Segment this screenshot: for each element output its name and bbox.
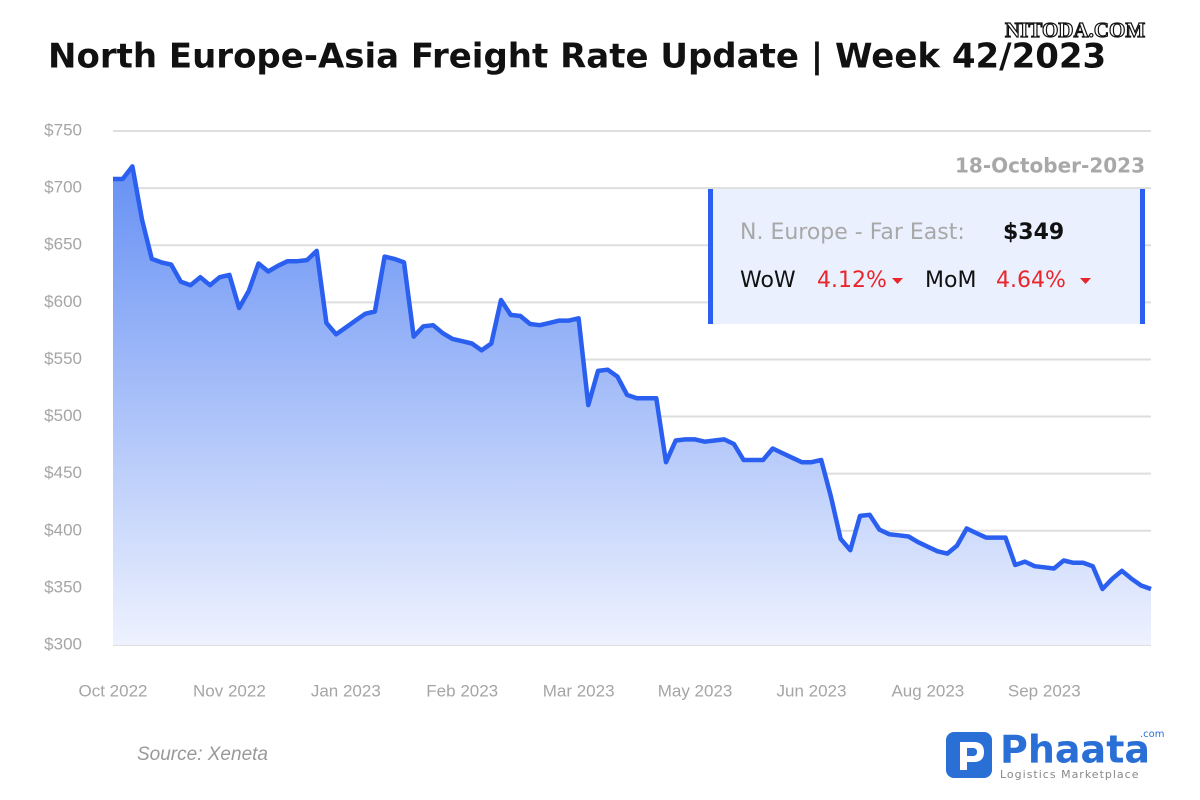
wow-value: 4.12% bbox=[817, 268, 887, 293]
logo-name: Phaata bbox=[1000, 728, 1150, 772]
y-tick-label: $650 bbox=[44, 235, 82, 254]
mom-value: 4.64% bbox=[996, 268, 1066, 293]
callout-border bbox=[708, 189, 713, 324]
plot-area: $300 $350 $400 $450 $500 $550 $600 $650 $700 $750… bbox=[44, 120, 1152, 700]
line bbox=[113, 164, 1152, 592]
y-tick-label: $550 bbox=[44, 349, 82, 368]
x-tick-label: Nov 2022 bbox=[193, 681, 266, 700]
watermark: NITODA.COM bbox=[1005, 18, 1145, 42]
down-arrow bbox=[1080, 278, 1091, 284]
y-tick-label: $750 bbox=[44, 120, 82, 139]
x-tick-label: Oct 2022 bbox=[79, 681, 148, 700]
callout-border bbox=[1140, 189, 1145, 324]
x-tick-label: Aug 2023 bbox=[891, 681, 964, 700]
mom-label: MoM bbox=[925, 268, 976, 293]
x-tick-label: May 2023 bbox=[658, 681, 733, 700]
y-tick-label: $450 bbox=[44, 463, 82, 482]
wow-label: WoW bbox=[740, 268, 796, 293]
down-arrow bbox=[892, 278, 903, 284]
logo-tagline: Logistics Marketplace bbox=[1000, 768, 1140, 781]
source-note: Source: Xeneta bbox=[137, 744, 268, 765]
y-tick-label: $350 bbox=[44, 577, 82, 596]
x-tick-label: Feb 2023 bbox=[426, 681, 498, 700]
y-tick-label: $600 bbox=[44, 292, 82, 311]
y-tick-label: $400 bbox=[44, 520, 82, 539]
y-tick-label: $500 bbox=[44, 406, 82, 425]
area bbox=[113, 166, 1151, 645]
callout-date: 18-October-2023 bbox=[955, 154, 1145, 178]
y-tick-label: $700 bbox=[44, 178, 82, 197]
logo-icon bbox=[946, 732, 992, 778]
x-tick-label: Jun 2023 bbox=[776, 681, 846, 700]
x-tick-label: Sep 2023 bbox=[1008, 681, 1081, 700]
callout-box bbox=[708, 189, 1145, 324]
x-tick-label: Jan 2023 bbox=[311, 681, 381, 700]
x-tick-label: Mar 2023 bbox=[543, 681, 615, 700]
logo-glyph bbox=[960, 742, 984, 770]
logo-suffix: .com bbox=[1140, 729, 1165, 740]
y-tick-label: $300 bbox=[44, 634, 82, 653]
callout-label: N. Europe - Far East: bbox=[740, 220, 965, 245]
callout-value: $349 bbox=[1003, 220, 1064, 245]
chart-title: North Europe-Asia Freight Rate Update | … bbox=[48, 37, 1106, 77]
